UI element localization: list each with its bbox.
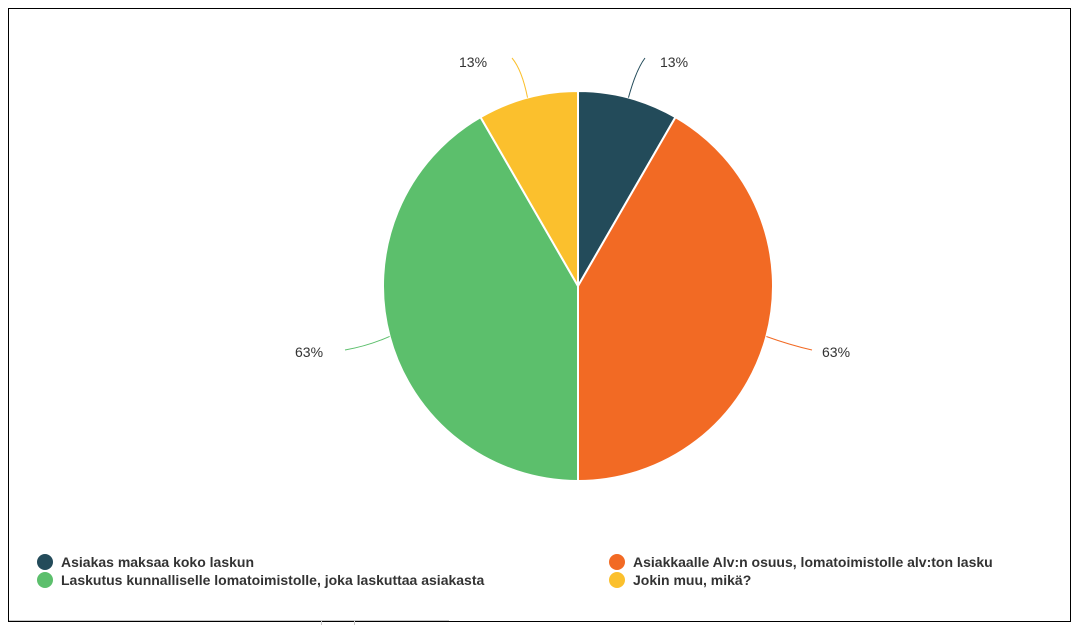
legend-item-asiakas-maksaa[interactable]: Asiakas maksaa koko laskun [37, 554, 254, 570]
legend-label: Asiakkaalle Alv:n osuus, lomatoimistolle… [633, 554, 993, 570]
leader-jokin-muu [512, 58, 528, 98]
legend-marker [37, 572, 53, 588]
legend-item-laskutus-kunnalliselle[interactable]: Laskutus kunnalliselle lomatoimistolle, … [37, 572, 484, 588]
legend-label: Laskutus kunnalliselle lomatoimistolle, … [61, 572, 484, 588]
pie-slices [383, 91, 773, 481]
leader-laskutus-kunnalliselle [345, 336, 390, 350]
legend-item-jokin-muu[interactable]: Jokin muu, mikä? [609, 572, 751, 588]
legend-marker [609, 572, 625, 588]
data-label-asiakas-maksaa: 13% [660, 54, 688, 70]
leader-asiakkaalle-alv [766, 336, 812, 350]
legend-marker [37, 554, 53, 570]
legend-item-asiakkaalle-alv[interactable]: Asiakkaalle Alv:n osuus, lomatoimistolle… [609, 554, 993, 570]
leader-asiakas-maksaa [628, 58, 645, 98]
data-label-jokin-muu: 13% [459, 54, 487, 70]
strip-divider [321, 621, 322, 625]
legend-label: Jokin muu, mikä? [633, 572, 751, 588]
legend-marker [609, 554, 625, 570]
legend-label: Asiakas maksaa koko laskun [61, 554, 254, 570]
bottom-strip [9, 620, 449, 624]
strip-divider [354, 621, 355, 625]
data-label-laskutus-kunnalliselle: 63% [295, 344, 323, 360]
data-label-asiakkaalle-alv: 63% [822, 344, 850, 360]
